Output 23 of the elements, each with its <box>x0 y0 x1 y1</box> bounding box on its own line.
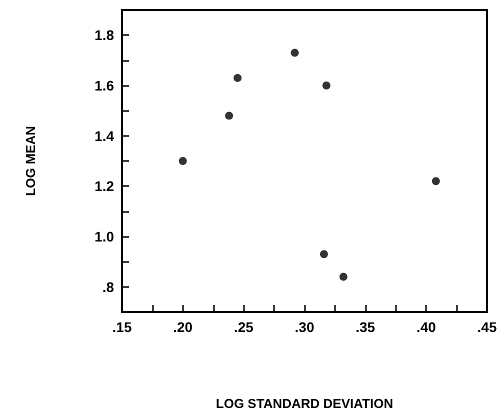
y-tick-label: 1.8 <box>94 27 114 44</box>
point <box>320 250 328 258</box>
x-tick-label: .25 <box>234 319 254 335</box>
point <box>234 74 242 82</box>
x-tick-label: .40 <box>416 319 436 335</box>
x-tick-label: .45 <box>477 319 497 335</box>
point <box>178 157 187 165</box>
point <box>225 112 234 120</box>
y-tick-label: 1.2 <box>94 178 114 194</box>
x-tick-label: .30 <box>294 319 314 335</box>
y-tick-label: .8 <box>102 278 114 295</box>
x-tick-label: .35 <box>356 319 376 335</box>
point <box>432 177 440 186</box>
y-axis-title: LOG MEAN <box>23 126 38 196</box>
x-tick-label: .20 <box>173 319 193 335</box>
x-tick-label: .15 <box>112 319 132 335</box>
point <box>322 82 330 90</box>
y-tick-label: 1.6 <box>94 78 114 94</box>
point <box>290 48 299 57</box>
x-axis-title: LOG STANDARD DEVIATION <box>216 396 394 411</box>
y-tick-label: 1.4 <box>94 128 114 144</box>
y-tick-label: 1.0 <box>94 228 114 244</box>
point <box>339 272 348 281</box>
